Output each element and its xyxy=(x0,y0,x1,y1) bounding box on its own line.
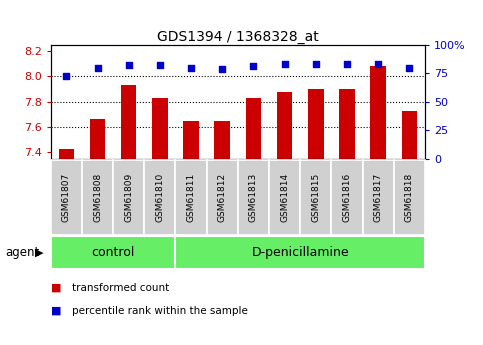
Text: ■: ■ xyxy=(51,283,61,293)
Text: GSM61818: GSM61818 xyxy=(405,173,414,222)
Point xyxy=(312,61,320,67)
Bar xyxy=(175,236,425,269)
Bar xyxy=(152,98,168,159)
Bar xyxy=(269,160,300,235)
Text: GSM61809: GSM61809 xyxy=(124,173,133,222)
Bar xyxy=(207,160,238,235)
Text: GSM61811: GSM61811 xyxy=(186,173,196,222)
Bar xyxy=(246,98,261,159)
Bar xyxy=(121,85,137,159)
Bar xyxy=(402,111,417,159)
Point xyxy=(281,61,288,67)
Point xyxy=(187,65,195,70)
Text: agent: agent xyxy=(5,246,39,259)
Bar xyxy=(238,160,269,235)
Bar xyxy=(51,160,82,235)
Bar xyxy=(370,66,386,159)
Point xyxy=(156,62,164,68)
Bar xyxy=(277,92,293,159)
Text: GSM61814: GSM61814 xyxy=(280,173,289,222)
Text: percentile rank within the sample: percentile rank within the sample xyxy=(72,306,248,315)
Bar xyxy=(113,160,144,235)
Text: ■: ■ xyxy=(51,306,61,315)
Bar xyxy=(363,160,394,235)
Text: GSM61812: GSM61812 xyxy=(218,173,227,222)
Title: GDS1394 / 1368328_at: GDS1394 / 1368328_at xyxy=(157,30,319,44)
Bar xyxy=(144,160,175,235)
Text: GSM61808: GSM61808 xyxy=(93,173,102,222)
Bar xyxy=(51,236,175,269)
Bar xyxy=(90,119,105,159)
Bar xyxy=(183,121,199,159)
Bar xyxy=(394,160,425,235)
Point xyxy=(94,65,101,70)
Point xyxy=(343,61,351,67)
Text: control: control xyxy=(91,246,135,259)
Bar xyxy=(300,160,331,235)
Text: GSM61807: GSM61807 xyxy=(62,173,71,222)
Point xyxy=(218,66,226,71)
Bar xyxy=(82,160,113,235)
Point xyxy=(406,65,413,70)
Point xyxy=(125,62,132,68)
Bar xyxy=(214,121,230,159)
Bar xyxy=(58,149,74,159)
Bar xyxy=(339,89,355,159)
Bar xyxy=(331,160,363,235)
Point xyxy=(374,61,382,67)
Text: GSM61816: GSM61816 xyxy=(342,173,352,222)
Text: GSM61817: GSM61817 xyxy=(374,173,383,222)
Text: GSM61813: GSM61813 xyxy=(249,173,258,222)
Point xyxy=(250,64,257,69)
Point xyxy=(62,73,70,78)
Text: D-penicillamine: D-penicillamine xyxy=(252,246,349,259)
Text: GSM61815: GSM61815 xyxy=(312,173,320,222)
Bar xyxy=(308,89,324,159)
Bar xyxy=(175,160,207,235)
Text: transformed count: transformed count xyxy=(72,283,170,293)
Text: GSM61810: GSM61810 xyxy=(156,173,164,222)
Text: ▶: ▶ xyxy=(35,248,44,258)
